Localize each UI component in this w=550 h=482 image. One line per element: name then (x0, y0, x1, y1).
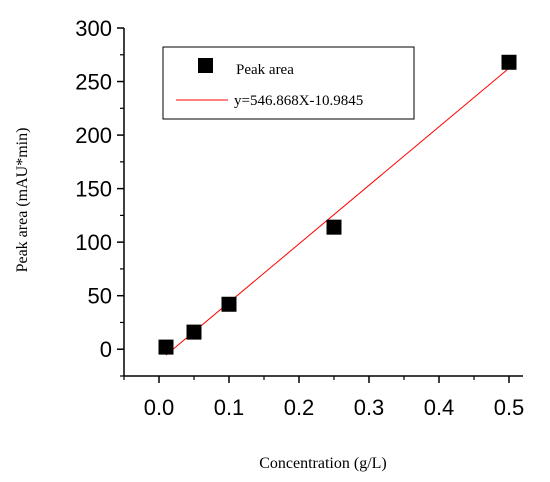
x-tick-label: 0.5 (494, 395, 525, 420)
legend-marker-square (198, 58, 213, 73)
x-axis-ticks: 0.0 0.1 0.2 0.3 0.4 0.5 (123, 376, 525, 420)
y-tick-label: 100 (75, 230, 112, 255)
x-tick-label: 0.2 (284, 395, 315, 420)
legend-label-fit: y=546.868X-10.9845 (234, 93, 363, 109)
x-tick-label: 0.1 (214, 395, 245, 420)
y-axis-ticks: 0 50 100 150 200 250 300 (75, 16, 124, 377)
y-tick-label: 250 (75, 70, 112, 95)
data-point (221, 296, 237, 312)
legend-label-peak-area: Peak area (236, 62, 294, 78)
data-point (158, 339, 174, 355)
data-point (501, 54, 517, 70)
data-points (158, 54, 517, 355)
x-tick-label: 0.4 (424, 395, 455, 420)
x-axis-title: Concentration (g/L) (259, 455, 387, 472)
x-tick-label: 0.0 (144, 395, 175, 420)
data-point (326, 219, 342, 235)
legend: Peak area y=546.868X-10.9845 (162, 46, 415, 120)
y-tick-label: 50 (88, 284, 112, 309)
y-tick-label: 200 (75, 123, 112, 148)
y-axis-title: Peak area (mAU*min) (14, 128, 31, 273)
data-point (186, 324, 202, 340)
y-tick-label: 0 (100, 337, 112, 362)
y-tick-label: 300 (75, 16, 112, 41)
y-tick-label: 150 (75, 177, 112, 202)
x-tick-label: 0.3 (354, 395, 385, 420)
